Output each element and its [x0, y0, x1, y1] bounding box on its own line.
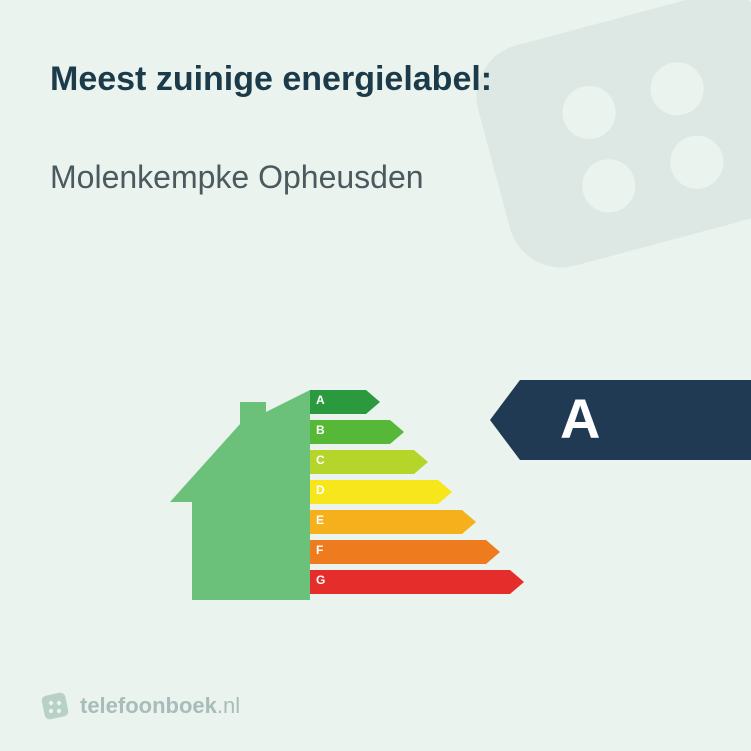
page-title: Meest zuinige energielabel:: [50, 60, 701, 99]
brand-text: telefoonboek.nl: [80, 693, 240, 719]
location-name: Molenkempke Opheusden: [50, 159, 701, 196]
energy-bar-label: D: [316, 483, 325, 497]
rating-letter: A: [560, 386, 600, 451]
energy-bar-label: B: [316, 423, 325, 437]
energy-bar-label: E: [316, 513, 324, 527]
energy-bar-label: G: [316, 573, 325, 587]
brand-name: telefoonboek: [80, 693, 217, 718]
footer-brand: telefoonboek.nl: [40, 691, 240, 721]
energy-bar-label: C: [316, 453, 325, 467]
energy-bar-label: F: [316, 543, 323, 557]
brand-tld: .nl: [217, 693, 240, 718]
brand-icon: [40, 691, 70, 721]
energy-bar-label: A: [316, 393, 325, 407]
energy-label-chart: A B C D E F G A: [0, 350, 751, 630]
rating-badge: A: [490, 380, 751, 460]
house-icon: [170, 390, 310, 605]
